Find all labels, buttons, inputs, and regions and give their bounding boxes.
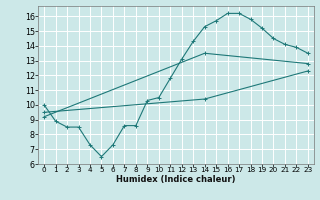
X-axis label: Humidex (Indice chaleur): Humidex (Indice chaleur) [116, 175, 236, 184]
